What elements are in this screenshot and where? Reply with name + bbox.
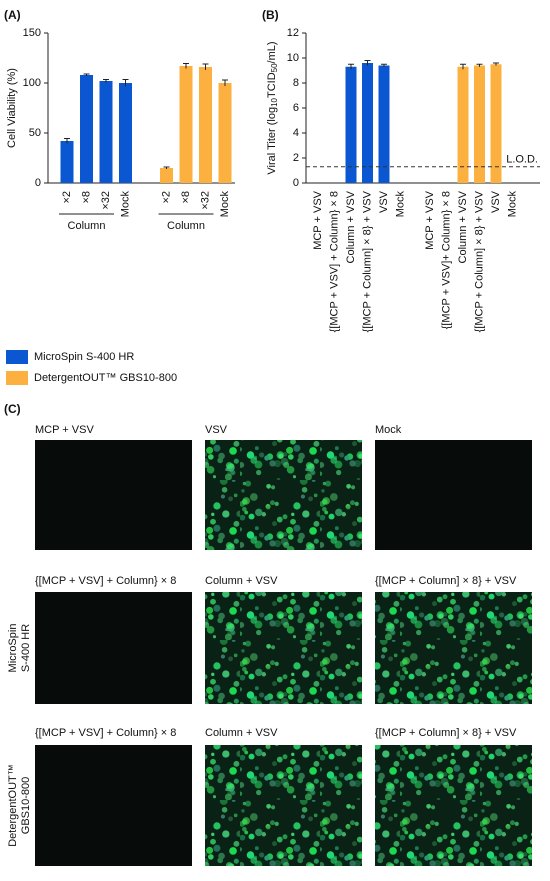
subscript: 50	[270, 63, 279, 72]
bar	[199, 67, 212, 183]
image-caption: Mock	[375, 424, 402, 436]
y-tick-label: 150	[23, 27, 41, 39]
image-caption: {[MCP + Column] × 8} + VSV	[375, 727, 517, 739]
legend-label: MicroSpin S-400 HR	[34, 351, 134, 363]
x-tick-label: Mock	[119, 191, 131, 218]
x-tick-label: Column + VSV	[345, 190, 357, 263]
lod-label: L.O.D.	[506, 154, 538, 166]
group-label: Column	[167, 220, 205, 232]
y-tick-label: 4	[293, 127, 299, 139]
x-tick-label: ×2	[61, 191, 73, 204]
row-label: MicroSpin	[7, 624, 19, 673]
y-tick-label: 12	[287, 27, 299, 39]
panel-label: (B)	[262, 8, 279, 22]
x-tick-label: Column + VSV	[457, 190, 469, 263]
micrograph	[375, 745, 532, 866]
bar	[60, 141, 74, 183]
x-tick-label: {[MCP + Column] × 8} + VSV	[473, 190, 485, 332]
group-label: Column	[68, 220, 106, 232]
bar	[457, 66, 469, 183]
y-tick-label: 50	[29, 127, 41, 139]
bar	[119, 83, 132, 183]
micrograph	[375, 440, 532, 550]
y-tick-label: 8	[293, 77, 299, 89]
image-caption: {[MCP + VSV] + Column} × 8	[35, 727, 176, 739]
y-tick-label: 10	[287, 52, 299, 64]
y-tick-label: 0	[293, 177, 299, 189]
bar	[474, 65, 485, 183]
bar	[345, 66, 357, 183]
image-caption: Column + VSV	[205, 727, 278, 739]
bar	[179, 66, 193, 183]
x-tick-label: MCP + VSV	[424, 190, 436, 249]
bar	[362, 63, 373, 183]
y-tick-label: 100	[23, 77, 41, 89]
y-axis-label: Cell Viability (%)	[6, 68, 18, 148]
legend-label: DetergentOUT™ GBS10-800	[34, 372, 177, 384]
image-caption: Column + VSV	[205, 575, 278, 587]
micrograph	[205, 440, 362, 550]
x-tick-label: ×8	[180, 191, 192, 204]
label-part: TCID	[266, 72, 278, 98]
panel-label: (A)	[4, 8, 21, 22]
x-tick-label: Mock	[506, 191, 518, 218]
legend-swatch	[6, 350, 28, 364]
micrograph	[375, 592, 532, 704]
x-tick-label: Mock	[394, 191, 406, 218]
y-tick-label: 0	[35, 177, 41, 189]
x-tick-label: MCP + VSV	[312, 190, 324, 249]
x-tick-label: {[MCP + Column] × 8} + VSV	[361, 190, 373, 332]
x-tick-label: VSV	[378, 190, 390, 213]
subscript: 10	[270, 97, 279, 106]
micrograph	[35, 592, 192, 704]
image-caption: VSV	[205, 424, 228, 436]
bar	[218, 83, 232, 183]
bar	[160, 168, 173, 183]
micrograph	[205, 745, 362, 866]
y-tick-label: 6	[293, 102, 299, 114]
bar	[80, 75, 93, 183]
label-part: Viral Titer (log	[266, 107, 278, 175]
panel-label: (C)	[4, 402, 21, 416]
bar	[490, 64, 502, 183]
x-tick-label: ×2	[160, 191, 172, 204]
micrograph	[35, 745, 192, 866]
x-tick-label: ×32	[199, 191, 211, 210]
bar	[99, 81, 113, 183]
bar	[378, 65, 390, 183]
micrograph	[35, 440, 192, 550]
legend-swatch	[6, 371, 28, 385]
image-caption: MCP + VSV	[35, 424, 94, 436]
row-label: GBS10-800	[20, 777, 32, 834]
x-tick-label: Mock	[219, 191, 231, 218]
x-tick-label: VSV	[490, 190, 502, 213]
image-caption: {[MCP + VSV] + Column} × 8	[35, 575, 176, 587]
image-caption: {[MCP + Column] × 8} + VSV	[375, 575, 517, 587]
label-part: /mL)	[266, 41, 278, 63]
x-tick-label: ×8	[80, 191, 92, 204]
y-axis-label: Viral Titer (log10TCID50/mL)	[266, 41, 279, 174]
row-label: DetergentOUT™	[7, 764, 19, 847]
y-tick-label: 2	[293, 152, 299, 164]
x-tick-label: {[MCP + VSV]+ Column} × 8	[440, 191, 452, 329]
micrograph	[205, 592, 362, 704]
x-tick-label: {[MCP + VSV] + Column} × 8	[328, 191, 340, 332]
x-tick-label: ×32	[100, 191, 112, 210]
row-label: S-400 HR	[20, 624, 32, 672]
